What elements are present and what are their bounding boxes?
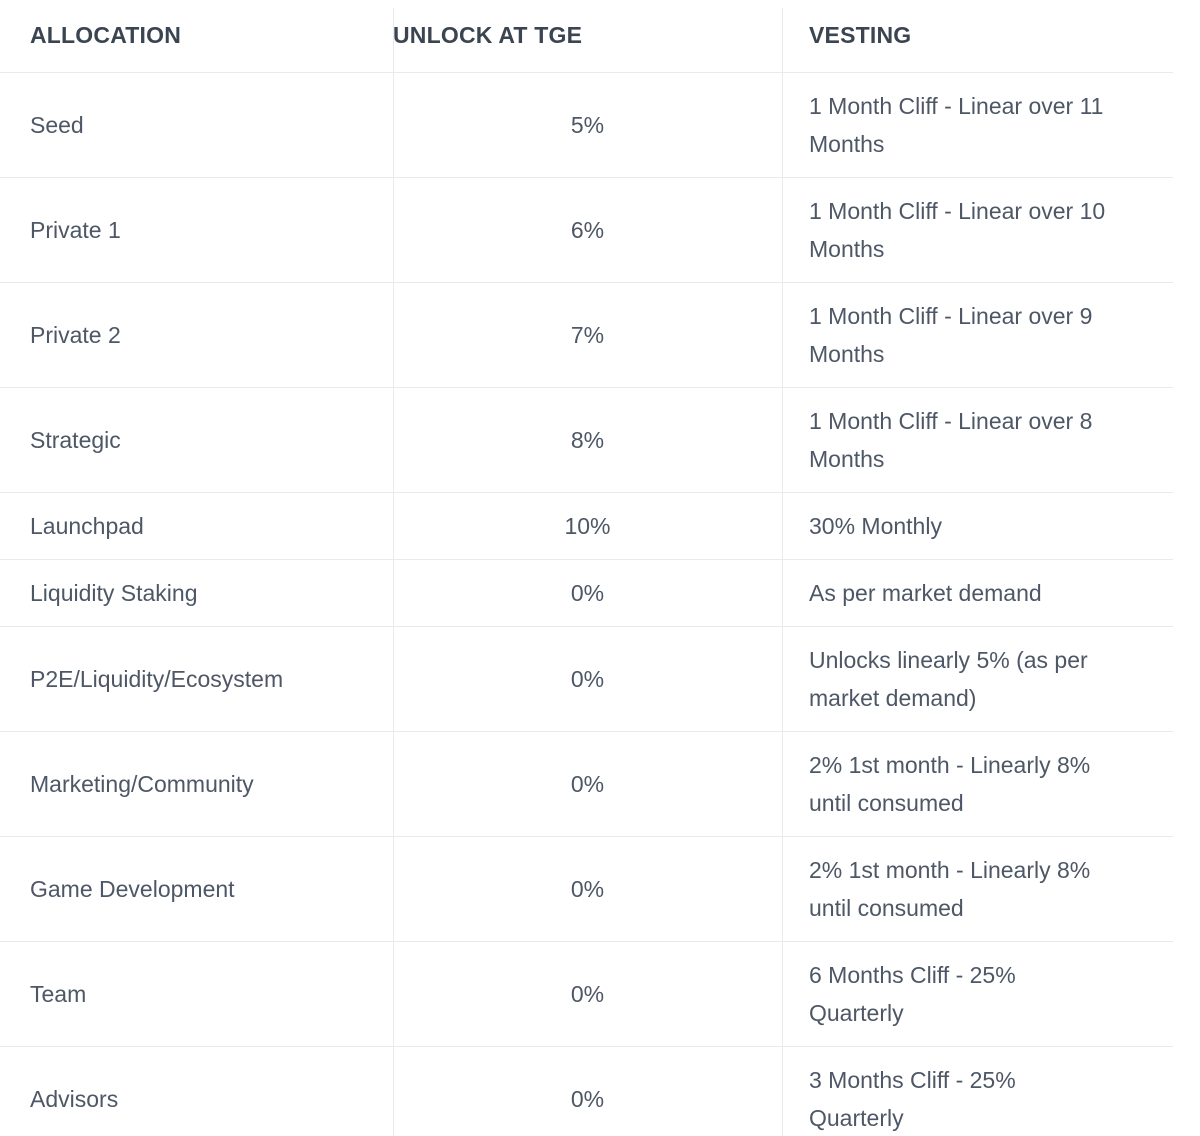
cell-vesting: 30% Monthly bbox=[809, 512, 942, 539]
table-row: Team 0% 6 Months Cliff - 25% Quarterly bbox=[0, 941, 1173, 1046]
table-row: Advisors 0% 3 Months Cliff - 25% Quarter… bbox=[0, 1046, 1173, 1136]
cell-allocation: Seed bbox=[30, 111, 84, 138]
cell-allocation: Launchpad bbox=[30, 512, 144, 539]
cell-allocation: Liquidity Staking bbox=[30, 579, 198, 606]
cell-allocation: Advisors bbox=[30, 1085, 119, 1112]
table-row: P2E/Liquidity/Ecosystem 0% Unlocks linea… bbox=[0, 626, 1173, 731]
cell-allocation: P2E/Liquidity/Ecosystem bbox=[30, 665, 284, 692]
table-row: Private 1 6% 1 Month Cliff - Linear over… bbox=[0, 177, 1173, 282]
cell-unlock-at-tge: 8% bbox=[570, 426, 605, 453]
table-row: Liquidity Staking 0% As per market deman… bbox=[0, 559, 1173, 626]
cell-unlock-at-tge: 0% bbox=[570, 980, 605, 1007]
cell-allocation: Marketing/Community bbox=[30, 770, 254, 797]
cell-vesting: Unlocks linearly 5% (as per market deman… bbox=[809, 646, 1088, 711]
cell-allocation: Strategic bbox=[30, 426, 121, 453]
table-header: ALLOCATION UNLOCK AT TGE VESTING bbox=[0, 0, 1173, 72]
cell-vesting: 1 Month Cliff - Linear over 11 Months bbox=[809, 92, 1104, 157]
vesting-table: ALLOCATION UNLOCK AT TGE VESTING Seed 5%… bbox=[0, 0, 1173, 1136]
cell-vesting: 3 Months Cliff - 25% Quarterly bbox=[809, 1066, 1016, 1131]
cell-unlock-at-tge: 0% bbox=[570, 665, 605, 692]
cell-unlock-at-tge: 10% bbox=[564, 512, 611, 539]
column-header-unlock-at-tge: UNLOCK AT TGE bbox=[393, 22, 583, 49]
cell-vesting: 1 Month Cliff - Linear over 10 Months bbox=[809, 197, 1106, 262]
cell-unlock-at-tge: 7% bbox=[570, 321, 605, 348]
table-header-row: ALLOCATION UNLOCK AT TGE VESTING bbox=[0, 0, 1173, 72]
table-body: Seed 5% 1 Month Cliff - Linear over 11 M… bbox=[0, 72, 1173, 1136]
table-row: Strategic 8% 1 Month Cliff - Linear over… bbox=[0, 387, 1173, 492]
cell-unlock-at-tge: 5% bbox=[570, 111, 605, 138]
column-divider-2 bbox=[782, 8, 783, 1136]
cell-allocation: Private 2 bbox=[30, 321, 121, 348]
cell-unlock-at-tge: 0% bbox=[570, 1085, 605, 1112]
cell-allocation: Private 1 bbox=[30, 216, 121, 243]
table-row: Launchpad 10% 30% Monthly bbox=[0, 492, 1173, 559]
table-row: Marketing/Community 0% 2% 1st month - Li… bbox=[0, 731, 1173, 836]
cell-allocation: Team bbox=[30, 980, 87, 1007]
cell-vesting: 6 Months Cliff - 25% Quarterly bbox=[809, 961, 1016, 1026]
cell-vesting: 1 Month Cliff - Linear over 9 Months bbox=[809, 302, 1093, 367]
table-row: Seed 5% 1 Month Cliff - Linear over 11 M… bbox=[0, 72, 1173, 177]
cell-vesting: 2% 1st month - Linearly 8% until consume… bbox=[809, 856, 1091, 921]
cell-vesting: As per market demand bbox=[809, 579, 1042, 606]
cell-unlock-at-tge: 0% bbox=[570, 579, 605, 606]
cell-unlock-at-tge: 0% bbox=[570, 770, 605, 797]
cell-allocation: Game Development bbox=[30, 875, 235, 902]
cell-vesting: 1 Month Cliff - Linear over 8 Months bbox=[809, 407, 1093, 472]
cell-unlock-at-tge: 0% bbox=[570, 875, 605, 902]
cell-unlock-at-tge: 6% bbox=[570, 216, 605, 243]
table-row: Private 2 7% 1 Month Cliff - Linear over… bbox=[0, 282, 1173, 387]
column-header-vesting: VESTING bbox=[809, 22, 912, 49]
table-row: Game Development 0% 2% 1st month - Linea… bbox=[0, 836, 1173, 941]
column-divider-1 bbox=[393, 8, 394, 1136]
column-header-allocation: ALLOCATION bbox=[30, 22, 182, 49]
cell-vesting: 2% 1st month - Linearly 8% until consume… bbox=[809, 751, 1091, 816]
